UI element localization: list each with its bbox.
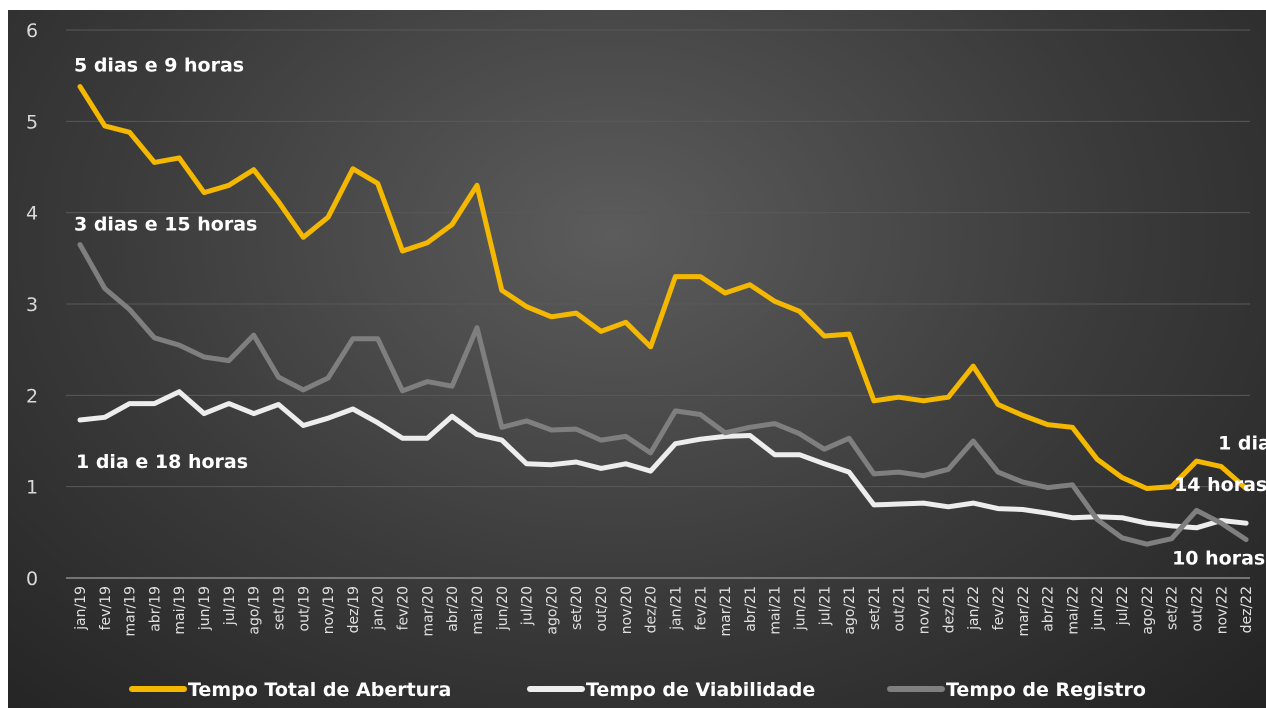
data-annotation: 1 dia e 18 horas (76, 451, 248, 473)
x-tick-label: dez/22 (1239, 586, 1255, 633)
y-tick-label: 6 (26, 20, 38, 42)
x-tick-label: fev/22 (991, 586, 1007, 630)
x-tick-label: nov/19 (321, 586, 337, 634)
x-tick-label: nov/22 (1214, 586, 1230, 634)
x-tick-label: jan/22 (966, 586, 982, 631)
series-line-2 (77, 242, 1249, 547)
x-tick-label: jan/20 (371, 586, 387, 631)
x-tick-label: fev/19 (98, 586, 114, 630)
legend: Tempo Total de Abertura Tempo de Viabilid… (129, 679, 1146, 701)
x-tick-label: abr/21 (743, 586, 759, 632)
x-tick-label: mai/22 (1065, 586, 1081, 635)
x-tick-label: dez/20 (644, 586, 660, 633)
x-tick-label: mar/21 (718, 586, 734, 637)
y-tick-label: 2 (26, 385, 38, 407)
series-line-1 (77, 389, 1249, 531)
x-tick-label: jul/22 (1115, 586, 1131, 626)
y-tick-label: 0 (26, 568, 38, 590)
x-tick-label: jul/21 (817, 586, 833, 626)
x-tick-label: fev/20 (396, 586, 412, 630)
data-annotation: 1 dia (1218, 432, 1266, 454)
legend-label-1: Tempo de Viabilidade (586, 679, 815, 701)
x-tick-label: jun/20 (495, 586, 511, 631)
x-tick-label: fev/21 (693, 586, 709, 630)
data-annotation: 5 dias e 9 horas (74, 55, 244, 77)
x-tick-label: mai/21 (768, 586, 784, 635)
x-tick-label: out/19 (296, 586, 312, 631)
x-tick-label: out/20 (594, 586, 610, 631)
legend-label-0: Tempo Total de Abertura (188, 679, 451, 701)
y-axis-ticks: 0 1 2 3 4 5 6 (26, 20, 38, 590)
data-annotation: 14 horas (1174, 474, 1266, 496)
x-tick-label: mai/19 (172, 586, 188, 635)
y-tick-label: 1 (26, 477, 38, 499)
x-tick-label: mar/22 (1016, 586, 1032, 637)
x-tick-label: jun/21 (792, 586, 808, 631)
x-tick-label: abr/22 (1041, 586, 1057, 632)
x-tick-label: jan/19 (73, 586, 89, 631)
x-tick-label: ago/20 (544, 586, 560, 635)
data-annotation: 3 dias e 15 horas (74, 214, 257, 236)
x-tick-label: set/21 (867, 586, 883, 630)
series-lines (77, 84, 1249, 547)
x-tick-label: jan/21 (668, 586, 684, 631)
x-tick-label: jul/19 (222, 586, 238, 626)
x-tick-label: jul/20 (520, 586, 536, 626)
x-axis-ticks: jan/19 fev/19 mar/19 abr/19 mai/19 jun/19 jul/… (73, 586, 1255, 637)
x-tick-label: ago/21 (842, 586, 858, 635)
x-tick-label: dez/19 (346, 586, 362, 633)
x-tick-label: mar/19 (123, 586, 139, 637)
x-tick-label: ago/19 (247, 586, 263, 635)
x-tick-label: abr/20 (445, 586, 461, 632)
x-tick-label: nov/21 (917, 586, 933, 634)
gridlines (66, 29, 1250, 579)
series-line-0 (77, 84, 1249, 491)
y-tick-label: 5 (26, 111, 38, 133)
x-tick-label: abr/19 (147, 586, 163, 632)
x-tick-label: mar/20 (420, 586, 436, 637)
x-tick-label: set/20 (569, 586, 585, 630)
x-tick-label: set/22 (1165, 586, 1181, 630)
x-tick-label: jun/19 (197, 586, 213, 631)
x-tick-label: jun/22 (1090, 586, 1106, 631)
x-tick-label: set/19 (271, 586, 287, 630)
x-tick-label: out/22 (1189, 586, 1205, 631)
annotations: 5 dias e 9 horas 3 dias e 15 horas 1 dia e… (74, 55, 1266, 570)
x-tick-label: out/21 (892, 586, 908, 631)
x-tick-label: nov/20 (619, 586, 635, 634)
data-annotation: 10 horas (1172, 548, 1265, 570)
legend-label-2: Tempo de Registro (946, 679, 1146, 701)
x-tick-label: mai/20 (470, 586, 486, 635)
y-tick-label: 3 (26, 294, 38, 316)
x-tick-label: dez/21 (941, 586, 957, 633)
x-tick-label: ago/22 (1140, 586, 1156, 635)
y-tick-label: 4 (26, 203, 38, 225)
